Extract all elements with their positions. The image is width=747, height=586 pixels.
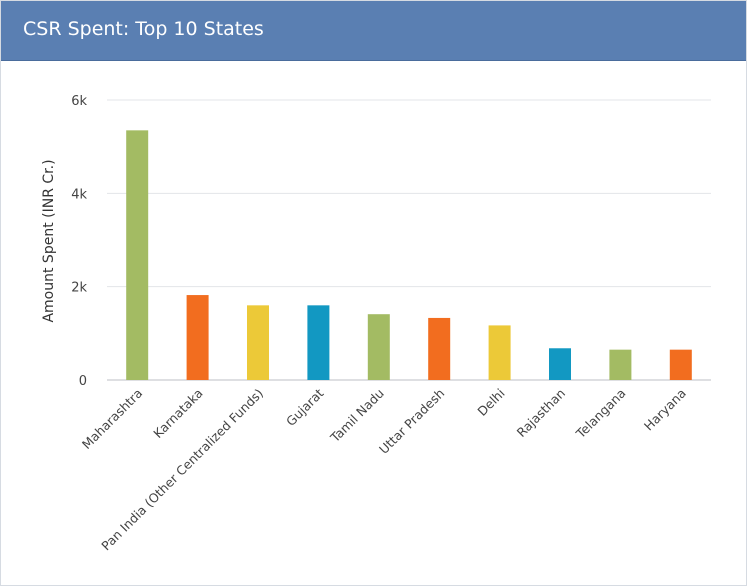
bar-tamil-nadu[interactable]: [367, 314, 390, 380]
bar-maharashtra[interactable]: [126, 130, 149, 380]
bar-pan-india-other-centralized-funds[interactable]: [247, 305, 269, 380]
y-tick-label: 0: [79, 374, 87, 389]
x-tick-label: Gujarat: [283, 385, 327, 429]
bar-karnataka[interactable]: [186, 295, 209, 380]
y-tick-label: 6k: [71, 94, 87, 109]
panel-header: CSR Spent: Top 10 States: [1, 1, 746, 61]
x-tick-label: Delhi: [474, 386, 507, 419]
x-tick-label: Maharashtra: [79, 386, 145, 452]
bar-telangana[interactable]: [609, 349, 632, 380]
bar-gujarat[interactable]: [307, 305, 330, 380]
y-axis: 0 2k 4k 6k: [71, 94, 87, 389]
bars: [126, 130, 692, 380]
x-tick-label: Tamil Nadu: [327, 386, 387, 446]
y-axis-title: Amount Spent (INR Cr.): [41, 159, 57, 322]
y-tick-label: 2k: [71, 281, 87, 296]
x-tick-label: Rajasthan: [514, 386, 569, 441]
bar-haryana[interactable]: [669, 349, 692, 380]
x-tick-label: Haryana: [641, 386, 689, 434]
bar-uttar-pradesh[interactable]: [428, 317, 451, 380]
page-title: CSR Spent: Top 10 States: [23, 18, 264, 40]
x-tick-label: Karnataka: [150, 386, 205, 441]
x-tick-label: Telangana: [572, 386, 628, 442]
y-tick-label: 4k: [71, 187, 87, 202]
bar-delhi[interactable]: [488, 325, 511, 380]
bar-rajasthan[interactable]: [549, 348, 571, 380]
